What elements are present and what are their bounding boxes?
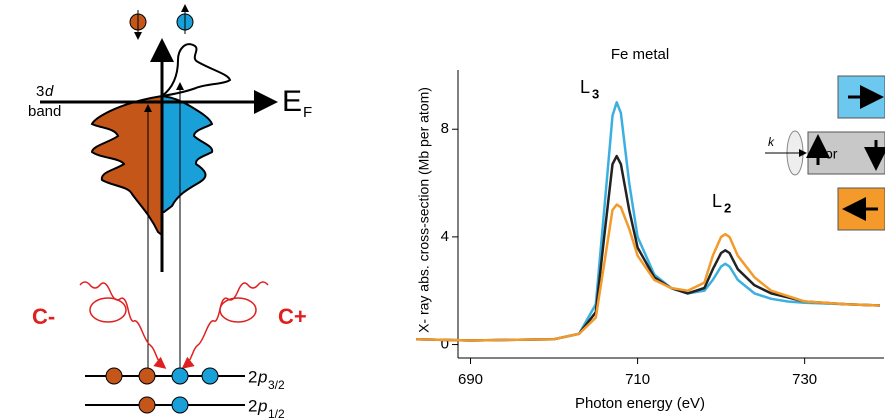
fermi-sub: F: [303, 104, 312, 121]
y-axis-label: X- ray abs. cross-section (Mb per atom): [416, 87, 432, 333]
x-tick-label: 730: [792, 371, 817, 388]
dos-orange: [90, 94, 163, 237]
photon: [79, 281, 167, 369]
photon-label: C+: [278, 304, 307, 329]
polarization-loop: [89, 297, 127, 323]
polarization-loop: [219, 297, 257, 323]
dos-unoccupied: [161, 43, 232, 97]
level-n: 2: [248, 367, 257, 386]
level-l: p: [257, 367, 267, 386]
x-tick-label: 690: [458, 371, 483, 388]
band-number: 3: [36, 83, 44, 100]
annotation-sub: 2: [724, 200, 731, 215]
photon-label: C-: [32, 304, 55, 329]
band-word: band: [28, 103, 61, 120]
y-tick-label: 0: [441, 336, 449, 353]
electron: [138, 396, 156, 414]
y-tick-label: 8: [441, 120, 449, 137]
level-n: 2: [248, 396, 257, 415]
electron: [171, 367, 189, 385]
y-tick-label: 4: [441, 228, 449, 245]
series-line: [416, 154, 880, 342]
polarization-legend: or k: [765, 75, 885, 231]
photon: [181, 281, 269, 369]
chart-title: Fe metal: [611, 46, 669, 63]
series-line: [416, 203, 880, 342]
level-j: 3/2: [268, 378, 285, 392]
electron: [171, 396, 189, 414]
x-axis-label: Photon energy (eV): [575, 395, 705, 412]
level-l: p: [257, 396, 267, 415]
annotation: L: [580, 77, 590, 97]
annotation-sub: 3: [592, 86, 599, 101]
fermi-label: E: [282, 85, 302, 118]
x-tick-label: 710: [625, 371, 650, 388]
electron: [138, 367, 156, 385]
diagram: 3 d band E F C- C+ 2 p 3/2 2 p 1/2: [28, 4, 312, 419]
electron: [201, 367, 219, 385]
legend-or: or: [825, 146, 838, 162]
annotation: L: [712, 191, 722, 211]
legend-box: [807, 131, 885, 175]
level-j: 1/2: [268, 407, 285, 419]
dos-blue: [161, 94, 214, 213]
k-label: k: [768, 135, 775, 149]
electron: [105, 367, 123, 385]
band-orbital: d: [45, 83, 54, 100]
